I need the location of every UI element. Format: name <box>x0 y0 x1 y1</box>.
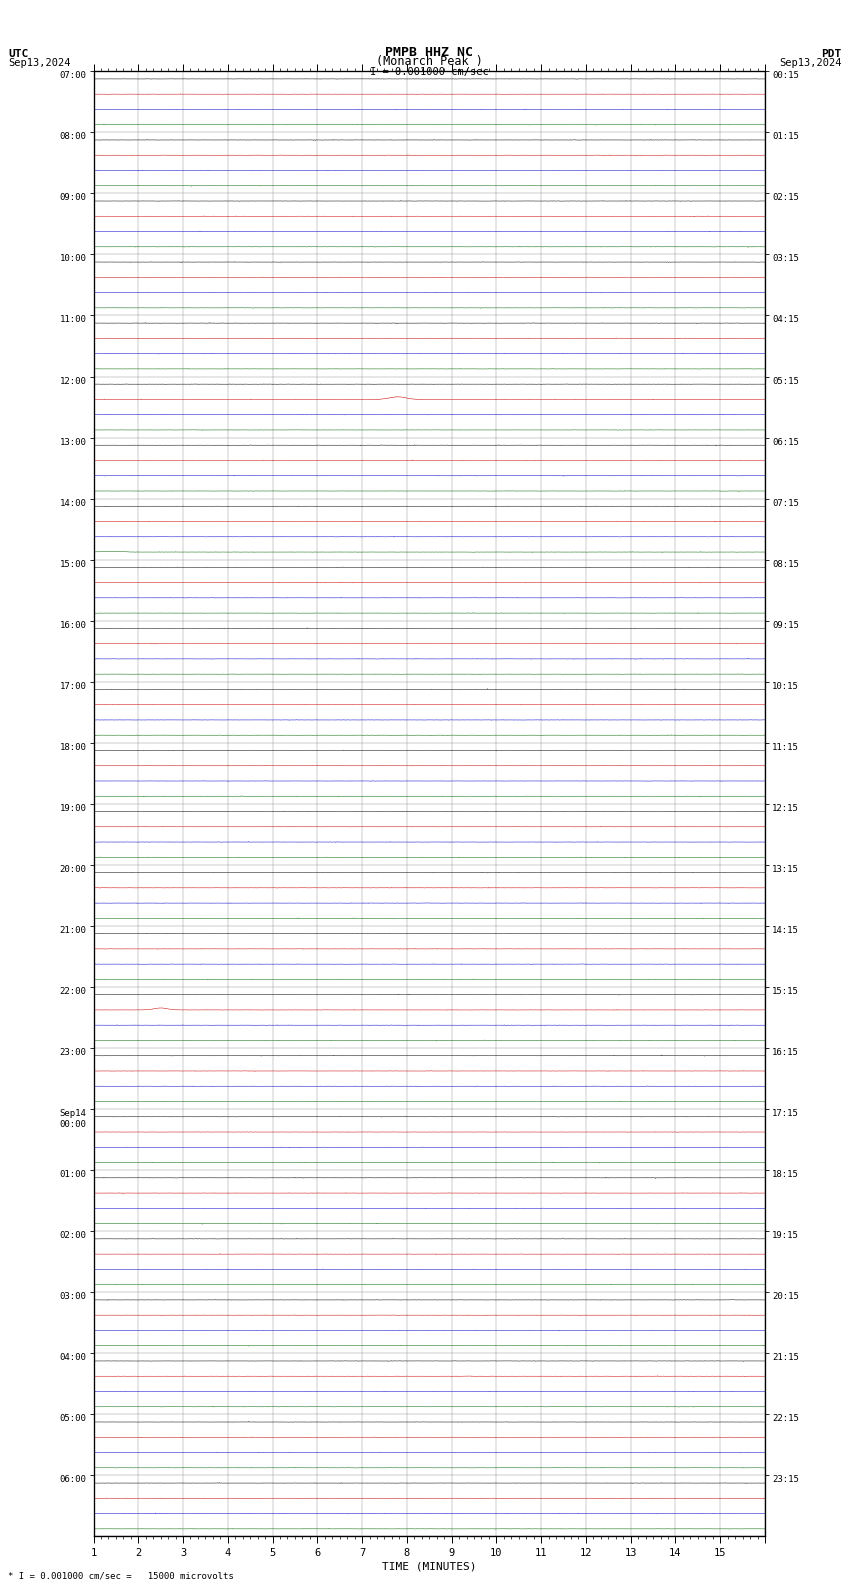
Text: * I = 0.001000 cm/sec =   15000 microvolts: * I = 0.001000 cm/sec = 15000 microvolts <box>8 1571 235 1581</box>
Text: I = 0.001000 cm/sec: I = 0.001000 cm/sec <box>370 67 489 76</box>
X-axis label: TIME (MINUTES): TIME (MINUTES) <box>382 1562 477 1571</box>
Text: UTC: UTC <box>8 49 29 59</box>
Text: PDT: PDT <box>821 49 842 59</box>
Text: Sep13,2024: Sep13,2024 <box>779 59 842 68</box>
Text: Sep13,2024: Sep13,2024 <box>8 59 71 68</box>
Text: PMPB HHZ NC: PMPB HHZ NC <box>385 46 473 59</box>
Text: (Monarch Peak ): (Monarch Peak ) <box>376 55 483 68</box>
